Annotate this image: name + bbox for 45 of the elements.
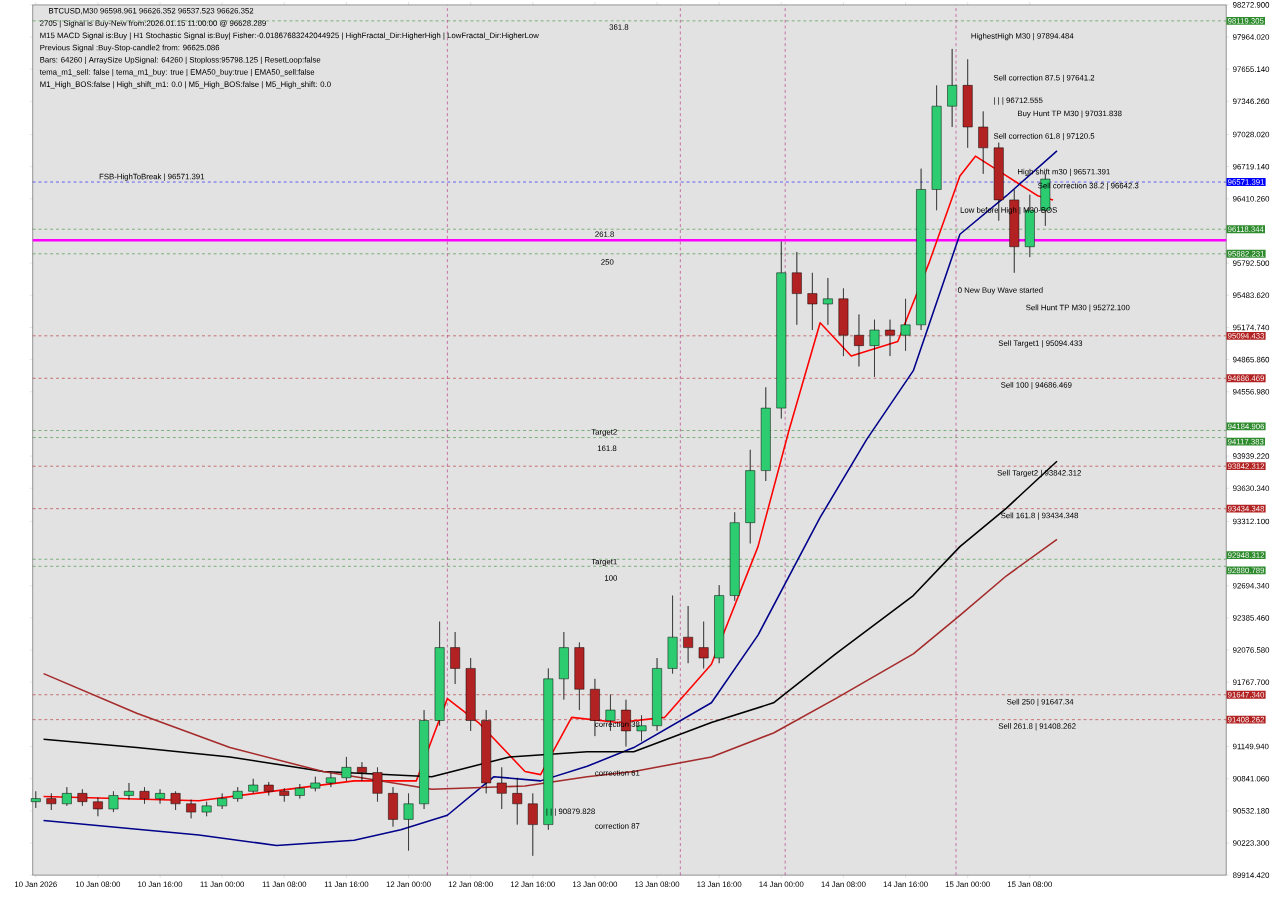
candlestick <box>434 621 445 727</box>
candlestick <box>310 776 321 792</box>
candlestick <box>776 241 787 419</box>
candlestick <box>512 777 523 826</box>
candlestick <box>978 111 989 175</box>
candlestick <box>61 787 72 807</box>
candlestick <box>822 277 833 326</box>
candlestick <box>279 788 290 803</box>
candlestick <box>124 782 134 801</box>
candlestick <box>77 789 88 807</box>
candlestick <box>139 787 150 805</box>
candlestick <box>527 793 538 857</box>
candlestick <box>217 793 228 810</box>
candlestick <box>93 797 103 817</box>
candlestick <box>263 781 274 796</box>
candlestick <box>962 59 973 149</box>
candlestick <box>791 251 802 326</box>
candlestick <box>248 778 259 794</box>
candlestick <box>900 298 911 352</box>
candlestick <box>232 787 243 803</box>
candlestick <box>667 595 678 675</box>
candlestick <box>745 449 756 544</box>
candlestick <box>683 605 694 664</box>
candlestick <box>186 799 197 819</box>
candlestick <box>496 767 507 810</box>
candlestick <box>170 791 181 811</box>
candlestick <box>652 657 662 732</box>
candlestick <box>947 48 958 128</box>
candlestick <box>729 512 740 602</box>
candlestick <box>450 631 461 685</box>
candlestick <box>388 787 398 828</box>
candlestick <box>916 168 926 331</box>
candlestick <box>155 789 165 805</box>
candlestick <box>403 793 414 852</box>
candlestick <box>294 783 305 800</box>
candlestick <box>931 85 942 211</box>
candlestick <box>201 801 212 817</box>
candlestick <box>869 319 880 378</box>
candlestick <box>807 272 818 331</box>
candlestick <box>698 621 709 669</box>
candlestick <box>108 791 119 813</box>
candlestick <box>558 631 569 701</box>
candlestick <box>760 387 771 482</box>
candlestick <box>714 585 725 664</box>
candlestick <box>46 793 57 811</box>
